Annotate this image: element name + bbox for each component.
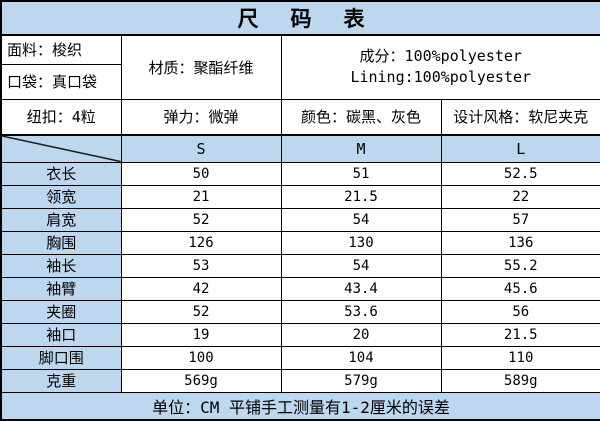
info-composition-line1: 成分：100%polyester: [359, 46, 522, 65]
cell-l: 110: [440, 345, 600, 370]
cell-m: 43.4: [280, 276, 442, 301]
cell-l: 136: [440, 230, 600, 255]
cell-s: 21: [120, 184, 282, 209]
row-label: 克重: [0, 368, 122, 393]
info-material: 材质：聚酯纤维: [120, 34, 282, 100]
cell-s: 52: [120, 299, 282, 324]
table-row: 克重 569g 579g 589g: [0, 368, 600, 393]
cell-s: 126: [120, 230, 282, 255]
info-fabric: 面料：梭织: [0, 34, 122, 65]
cell-s: 52: [120, 207, 282, 232]
table-row: 脚口围 100 104 110: [0, 345, 600, 370]
cell-m: 53.6: [280, 299, 442, 324]
cell-m: 104: [280, 345, 442, 370]
row-label: 袖长: [0, 253, 122, 278]
cell-l: 56: [440, 299, 600, 324]
table-row: 袖臂 42 43.4 45.6: [0, 276, 600, 301]
row-label: 领宽: [0, 184, 122, 209]
row-label: 袖臂: [0, 276, 122, 301]
column-header-s: S: [120, 134, 282, 163]
cell-m: 54: [280, 253, 442, 278]
table-row: 肩宽 52 54 57: [0, 207, 600, 232]
cell-m: 20: [280, 322, 442, 347]
diagonal-line: [2, 136, 121, 162]
row-label: 脚口围: [0, 345, 122, 370]
cell-s: 42: [120, 276, 282, 301]
table-row: 袖口 19 20 21.5: [0, 322, 600, 347]
cell-m: 579g: [280, 368, 442, 393]
column-header-m: M: [280, 134, 442, 163]
cell-s: 50: [120, 161, 282, 186]
cell-m: 130: [280, 230, 442, 255]
cell-s: 569g: [120, 368, 282, 393]
row-label: 肩宽: [0, 207, 122, 232]
cell-l: 55.2: [440, 253, 600, 278]
diagonal-header-cell: [0, 134, 122, 163]
info-style: 设计风格：软尼夹克: [440, 98, 600, 136]
row-label: 衣长: [0, 161, 122, 186]
cell-l: 57: [440, 207, 600, 232]
row-label: 袖口: [0, 322, 122, 347]
cell-m: 51: [280, 161, 442, 186]
cell-m: 21.5: [280, 184, 442, 209]
info-pocket: 口袋：真口袋: [0, 63, 122, 100]
cell-s: 100: [120, 345, 282, 370]
info-buttons: 纽扣：4粒: [0, 98, 122, 136]
info-composition: 成分：100%polyester Lining:100%polyester: [280, 34, 600, 100]
info-composition-line2: Lining:100%polyester: [350, 68, 532, 87]
table-row: 夹圈 52 53.6 56: [0, 299, 600, 324]
cell-l: 22: [440, 184, 600, 209]
table-row: 领宽 21 21.5 22: [0, 184, 600, 209]
cell-l: 45.6: [440, 276, 600, 301]
column-header-l: L: [440, 134, 600, 163]
cell-l: 52.5: [440, 161, 600, 186]
page-title: 尺码表: [0, 0, 600, 36]
row-label: 胸围: [0, 230, 122, 255]
cell-m: 54: [280, 207, 442, 232]
footer-note: 单位：CM 平铺手工测量有1-2厘米的误差: [0, 391, 600, 421]
row-label: 夹圈: [0, 299, 122, 324]
cell-s: 53: [120, 253, 282, 278]
info-color: 颜色：碳黑、灰色: [280, 98, 442, 136]
table-row: 衣长 50 51 52.5: [0, 161, 600, 186]
cell-l: 589g: [440, 368, 600, 393]
cell-s: 19: [120, 322, 282, 347]
table-row: 胸围 126 130 136: [0, 230, 600, 255]
info-elastic: 弹力：微弹: [120, 98, 282, 136]
table-row: 袖长 53 54 55.2: [0, 253, 600, 278]
cell-l: 21.5: [440, 322, 600, 347]
